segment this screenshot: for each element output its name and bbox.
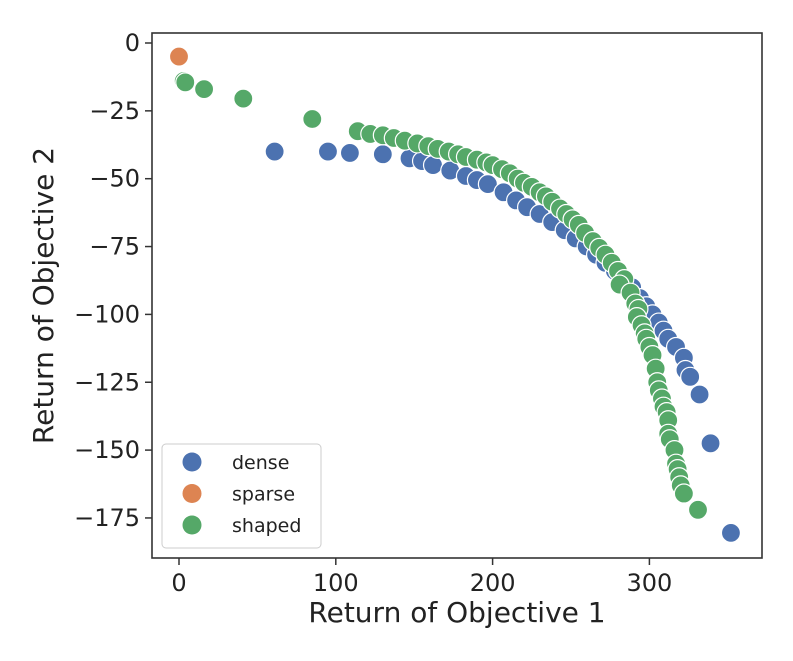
point-shaped: [175, 72, 196, 93]
x-tick-label: 300: [626, 569, 672, 597]
data-points: [168, 46, 742, 543]
y-tick-label: 0: [125, 29, 140, 57]
y-tick-label: −75: [89, 233, 140, 261]
y-tick-label: −125: [74, 368, 140, 396]
point-dense: [700, 433, 721, 454]
legend-marker-sparse: [182, 484, 202, 503]
point-dense: [680, 366, 701, 387]
point-dense: [339, 142, 361, 164]
point-dense: [317, 141, 339, 162]
y-tick-label: −175: [74, 504, 140, 532]
x-tick-label: 100: [313, 569, 359, 597]
legend-marker-shaped: [182, 515, 202, 535]
point-dense: [372, 144, 393, 165]
legend-label-shaped: shaped: [232, 515, 301, 537]
x-tick-label: 0: [171, 569, 186, 597]
y-tick-label: −25: [89, 97, 140, 125]
legend-box: [161, 443, 322, 549]
x-tick-label: 200: [470, 569, 516, 597]
axes: 0 100 200 300 0 −25 −50 −75 −100 −125 −150 −175: [74, 29, 672, 597]
point-sparse: [168, 46, 190, 67]
point-shaped: [193, 79, 215, 100]
point-shaped: [233, 88, 254, 109]
y-tick-label: −150: [74, 436, 140, 464]
legend-marker-dense: [182, 452, 202, 472]
point-dense: [689, 384, 710, 405]
point-shaped: [673, 483, 694, 504]
y-axis-title: Return of Objective 2: [27, 147, 60, 444]
point-dense: [720, 522, 742, 543]
point-shaped: [302, 108, 323, 130]
x-axis-title: Return of Objective 1: [308, 596, 605, 629]
point-dense: [477, 174, 498, 195]
legend-label-dense: dense: [232, 452, 289, 474]
legend: dense sparse shaped: [161, 443, 322, 549]
point-dense: [264, 141, 285, 162]
legend-label-sparse: sparse: [232, 484, 295, 506]
point-shaped: [687, 499, 709, 520]
plot-area-frame: [151, 32, 763, 559]
y-tick-label: −50: [89, 165, 140, 193]
y-tick-label: −100: [74, 300, 140, 328]
